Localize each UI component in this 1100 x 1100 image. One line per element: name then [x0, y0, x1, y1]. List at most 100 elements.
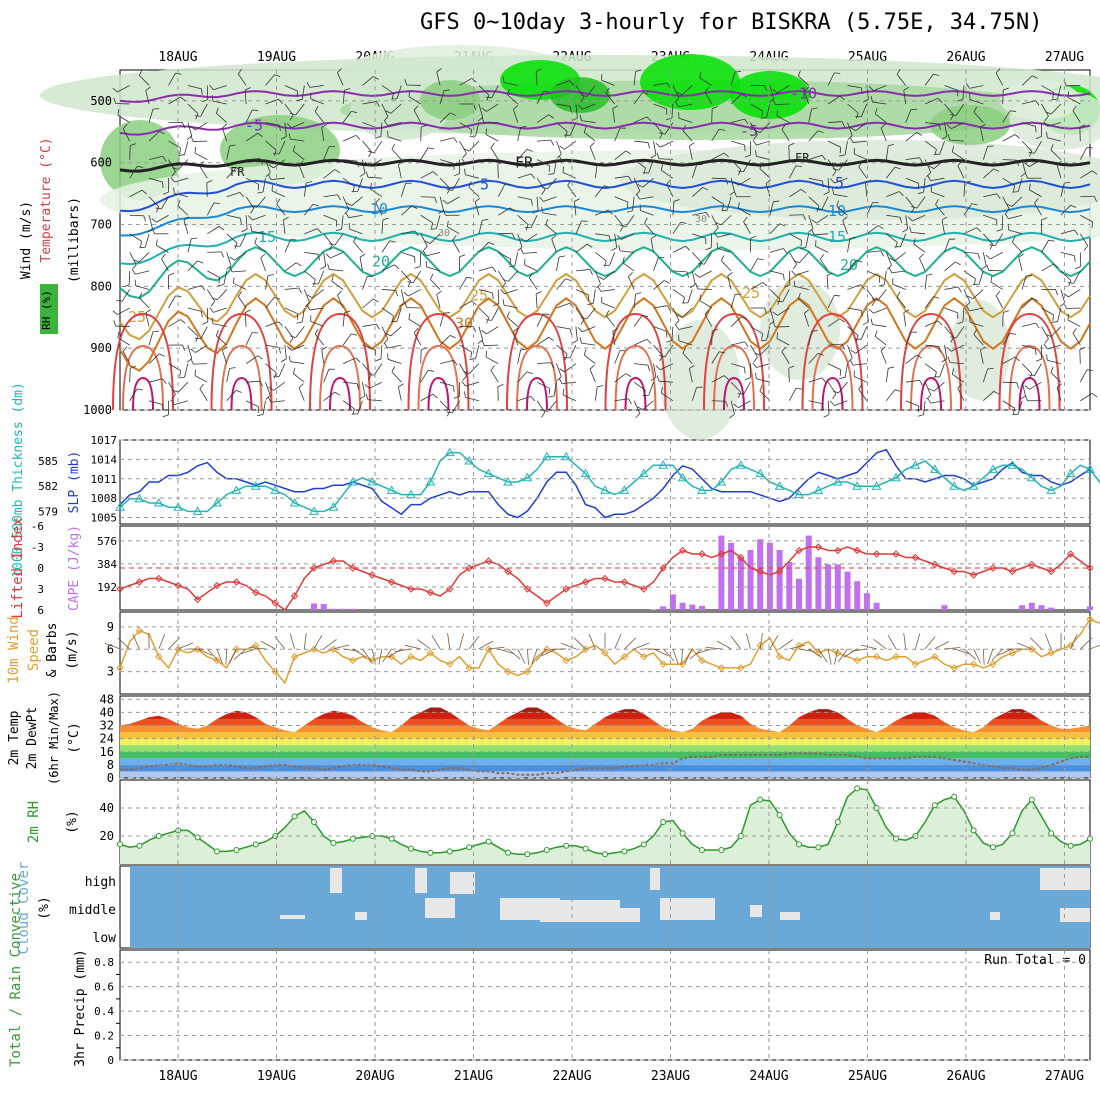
wind-barb-flag	[450, 112, 456, 116]
wind-barb	[318, 270, 325, 285]
wind-barb	[226, 192, 241, 198]
wind-barb-flag	[1035, 126, 1037, 133]
wind-barb-flag	[539, 196, 544, 202]
wind-barb	[973, 111, 984, 123]
wind-barb	[380, 345, 383, 360]
rh-line-marker	[349, 835, 356, 842]
wind-barb-flag	[1075, 265, 1081, 270]
wind-barb	[704, 91, 713, 105]
wind-barb-flag	[916, 354, 923, 359]
wind-barb-flag	[423, 245, 428, 251]
wind-barb-flag	[894, 389, 901, 392]
surface-temperature-loop	[713, 344, 755, 411]
wind-barb-flag	[721, 255, 725, 262]
wind-barb	[691, 270, 696, 285]
wind-barb	[949, 362, 964, 365]
date-label-bottom: 20AUG	[355, 1069, 394, 1084]
surface-wind-barb	[808, 648, 823, 658]
cape-bar	[349, 608, 356, 610]
wind-barb-flag	[1052, 314, 1055, 321]
wind-barb	[553, 382, 557, 397]
lifted-index-line-marker	[872, 550, 881, 558]
wind-barb	[226, 167, 237, 179]
wind-barb-flag	[220, 251, 225, 258]
thickness-tick: 579	[38, 505, 58, 518]
wind-barb-flag	[250, 205, 257, 208]
wind-barb	[1021, 140, 1033, 152]
wind-barb	[955, 103, 965, 116]
surface-temperature-loop	[427, 376, 450, 411]
wind-barb-flag	[1025, 275, 1032, 277]
wind-barb	[944, 261, 956, 272]
wind-barb-flag	[298, 287, 302, 294]
wind-barb	[808, 331, 813, 346]
wind-barb	[678, 326, 693, 330]
wind-barb	[303, 203, 314, 216]
thickness-line-marker	[813, 485, 824, 494]
wind-barb-flag	[237, 68, 243, 75]
lifted-index-line-marker	[116, 585, 124, 593]
wind-barb-flag	[598, 276, 604, 280]
wind-barb	[666, 183, 674, 197]
wind-barb-flag	[430, 228, 437, 230]
wind-barb-flag	[195, 113, 199, 120]
wind-barb	[221, 350, 228, 364]
surface-wind-barb	[662, 648, 675, 662]
wind-barb-flag	[577, 104, 583, 110]
wind-barb	[401, 251, 415, 258]
surface-wind-barb	[1044, 633, 1052, 650]
thickness-line-marker	[250, 481, 261, 490]
wind-barb-flag	[407, 281, 414, 284]
wind-barb-flag	[734, 71, 741, 73]
surface-wind-barb	[447, 633, 451, 649]
wind-barb	[1034, 202, 1042, 216]
wind-barb	[789, 188, 802, 198]
wind-barb-flag	[577, 327, 583, 333]
surface-wind-barb	[249, 647, 266, 650]
wind-barb-flag	[170, 399, 175, 405]
rh-line-marker	[408, 845, 414, 852]
wind-barb	[284, 345, 287, 360]
wind-barb	[688, 368, 693, 383]
wind-barb	[217, 289, 227, 301]
thickness-line-marker	[173, 502, 184, 511]
wind-barb	[561, 381, 576, 385]
temp-band	[120, 712, 1090, 719]
wind-barb	[1072, 333, 1081, 346]
wind-barb-flag	[910, 207, 915, 214]
wind-barb-flag	[858, 161, 863, 168]
wind-barb-flag	[737, 392, 742, 398]
wind-barb	[145, 312, 150, 327]
rh-line-marker	[796, 841, 802, 848]
wind-barb-flag	[938, 346, 941, 353]
wind-barb-flag	[210, 301, 216, 307]
wind-barb-flag	[868, 308, 874, 314]
surface-temperature-loop	[526, 376, 548, 411]
wind-barb-flag	[462, 152, 467, 159]
cloud-clear-region	[280, 915, 305, 919]
wind-barb	[439, 381, 454, 387]
surface-wind-barb	[132, 634, 140, 650]
wind-barb-flag	[795, 165, 802, 167]
wind-barb-flag	[446, 188, 453, 191]
wind-barb	[808, 154, 823, 161]
wind-barb-flag	[1050, 366, 1054, 373]
wind-barb-flag	[199, 383, 204, 390]
temperature-contour-label: 20	[372, 253, 390, 271]
precip-tick: 0.6	[94, 981, 114, 994]
wind-barb	[390, 103, 402, 114]
surface-wind-barb	[633, 642, 650, 650]
wind-barb-flag	[973, 329, 977, 335]
wind-barb	[256, 196, 266, 208]
rh-line-marker	[602, 851, 608, 858]
wind-barb	[798, 298, 809, 309]
wind-barb	[265, 363, 277, 373]
date-label-bottom: 25AUG	[848, 1069, 887, 1084]
wind-barb-flag	[211, 297, 218, 301]
wind-barb	[390, 326, 402, 337]
wind-barb	[245, 132, 258, 142]
thickness-line-marker	[619, 485, 630, 494]
wind-barb	[924, 363, 937, 373]
wind-barb	[303, 182, 307, 197]
temperature-contour-label: 10	[828, 202, 846, 220]
